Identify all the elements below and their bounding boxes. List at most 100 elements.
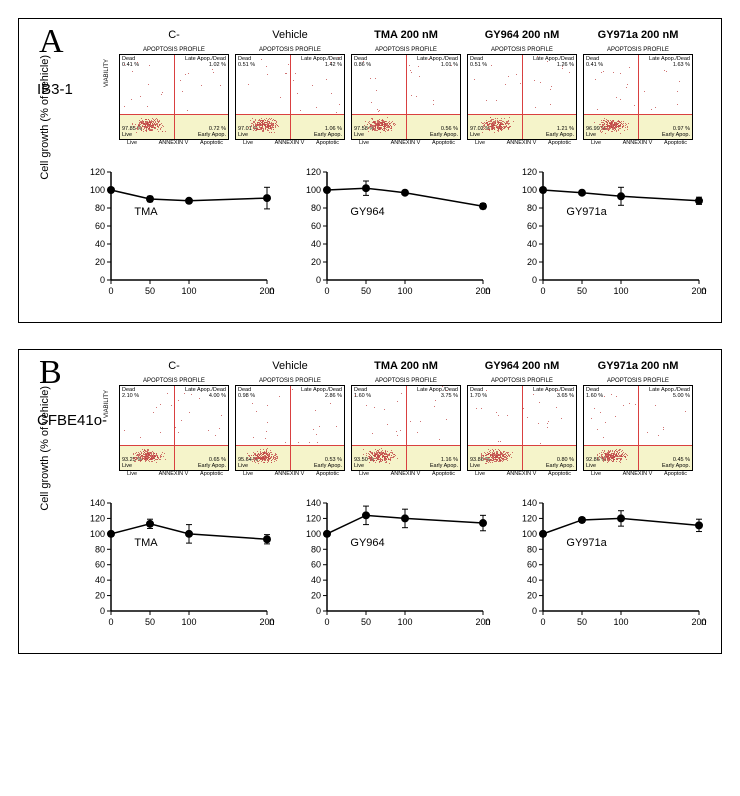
series-label: GY971a: [566, 537, 607, 549]
facs-crosshair-v: [638, 55, 639, 139]
facs-y-axis-title: VIABILITY: [104, 390, 110, 418]
quadrant-late-label: Late Apop./Dead2.86 %: [301, 387, 342, 399]
facs-cluster: [474, 445, 519, 467]
facs-x-apoptotic: Apoptotic: [656, 471, 693, 477]
chart-marker: [617, 514, 625, 522]
y-tick-label: 80: [95, 203, 105, 213]
y-tick-label: 140: [306, 498, 321, 508]
quadrant-late-label: Late Apop./Dead5.00 %: [649, 387, 690, 399]
facs-x-axis-segment: LiveANNEXIN VApoptotic: [119, 140, 229, 146]
facs-crosshair-v: [406, 386, 407, 470]
series-label: GY964: [350, 206, 384, 218]
chart-marker: [617, 192, 625, 200]
facs-x-live: Live: [235, 471, 271, 477]
chart-marker: [578, 189, 586, 197]
facs-condition-header: GY971a 200 nM: [583, 360, 693, 376]
facs-x-annexin: ANNEXIN V: [271, 471, 307, 477]
facs-quadrant-plot: Dead0.51 %Late Apop./Dead1.42 %97.01 %Li…: [235, 54, 345, 140]
linechart-row: Cell growth (% of vehicle)02040608010012…: [27, 164, 713, 308]
facs-x-apoptotic: Apoptotic: [656, 140, 693, 146]
quadrant-early-label: 0.56 %Early Apop.: [430, 126, 458, 138]
chart-marker: [107, 186, 115, 194]
quadrant-dead-label: Dead2.10 %: [122, 387, 139, 399]
quadrant-early-label: 0.80 %Early Apop.: [546, 457, 574, 469]
facs-x-axis-segment: LiveANNEXIN VApoptotic: [235, 140, 345, 146]
facs-condition-header: C-: [119, 29, 229, 45]
series-label: GY971a: [566, 206, 607, 218]
facs-y-axis-title: VIABILITY: [104, 59, 110, 87]
facs-cell: C-APOPTOSIS PROFILEDead0.41 %Late Apop./…: [119, 29, 229, 140]
facs-cluster: [590, 445, 635, 467]
chart-marker: [146, 195, 154, 203]
y-tick-label: 60: [527, 221, 537, 231]
panel-letter: B: [39, 354, 62, 392]
chart-marker: [323, 530, 331, 538]
quadrant-dead-label: Dead1.60 %: [586, 387, 603, 399]
chart-marker: [362, 511, 370, 519]
y-tick-label: 120: [306, 167, 321, 177]
x-unit-label: nM: [269, 286, 275, 297]
facs-x-live: Live: [119, 471, 155, 477]
series-label: TMA: [134, 537, 158, 549]
x-tick-label: 50: [577, 286, 587, 296]
facs-x-annexin: ANNEXIN V: [387, 140, 423, 146]
facs-x-apoptotic: Apoptotic: [308, 471, 345, 477]
facs-cell: TMA 200 nMAPOPTOSIS PROFILEDead0.86 %Lat…: [351, 29, 461, 140]
chart-container: 020406080100120140050100200TMAnM: [69, 495, 275, 639]
x-tick-label: 50: [361, 286, 371, 296]
facs-profile-title: APOPTOSIS PROFILE: [235, 47, 345, 53]
linechart-cell: Cell growth (% of vehicle)02040608010012…: [69, 495, 275, 639]
y-tick-label: 120: [90, 513, 105, 523]
facs-x-axis-segment: LiveANNEXIN VApoptotic: [119, 471, 229, 477]
chart-marker: [695, 197, 703, 205]
figure-panel: AIB3-1C-APOPTOSIS PROFILEDead0.41 %Late …: [18, 18, 722, 323]
facs-cell: GY964 200 nMAPOPTOSIS PROFILEDead0.51 %L…: [467, 29, 577, 140]
facs-condition-header: Vehicle: [235, 360, 345, 376]
chart-marker: [107, 530, 115, 538]
chart-container: 020406080100120140050100200GY971anM: [501, 495, 707, 639]
facs-profile-title: APOPTOSIS PROFILE: [583, 378, 693, 384]
facs-row: C-APOPTOSIS PROFILEDead2.10 %Late Apop./…: [119, 360, 713, 471]
quadrant-early-label: 1.21 %Early Apop.: [546, 126, 574, 138]
facs-quadrant-plot: Dead2.10 %Late Apop./Dead4.00 %93.25 %Li…: [119, 385, 229, 471]
y-tick-label: 80: [527, 203, 537, 213]
quadrant-early-label: 0.45 %Early Apop.: [662, 457, 690, 469]
x-tick-label: 0: [108, 617, 113, 627]
facs-x-live: Live: [467, 140, 503, 146]
quadrant-late-label: Late Apop./Dead1.01 %: [417, 56, 458, 68]
panel-letter: A: [39, 23, 64, 61]
facs-quadrant-plot: Dead1.60 %Late Apop./Dead5.00 %92.86 %Li…: [583, 385, 693, 471]
x-unit-label: nM: [485, 286, 491, 297]
y-tick-label: 40: [527, 239, 537, 249]
linechart-cell: 020406080100120140050100200GY971anM: [501, 495, 707, 639]
facs-x-annexin: ANNEXIN V: [271, 140, 307, 146]
chart-marker: [263, 194, 271, 202]
linechart-cell: Cell growth (% of vehicle)02040608010012…: [69, 164, 275, 308]
facs-cluster: [590, 114, 635, 136]
facs-crosshair-v: [290, 55, 291, 139]
facs-quadrant-plot: Dead0.98 %Late Apop./Dead2.86 %95.64 %Li…: [235, 385, 345, 471]
facs-x-annexin: ANNEXIN V: [155, 471, 191, 477]
quadrant-dead-label: Dead1.70 %: [470, 387, 487, 399]
linechart-cell: 020406080100120140050100200GY964nM: [285, 495, 491, 639]
chart-marker: [185, 530, 193, 538]
growth-chart: 020406080100120140050100200GY971anM: [501, 495, 707, 639]
x-tick-label: 0: [324, 617, 329, 627]
x-unit-label: nM: [485, 617, 491, 628]
facs-cluster: [358, 445, 403, 467]
y-tick-label: 40: [95, 575, 105, 585]
y-tick-label: 100: [522, 529, 537, 539]
facs-cell: VehicleAPOPTOSIS PROFILEDead0.98 %Late A…: [235, 360, 345, 471]
facs-crosshair-v: [522, 55, 523, 139]
x-tick-label: 100: [397, 617, 412, 627]
facs-x-live: Live: [235, 140, 271, 146]
y-tick-label: 120: [522, 513, 537, 523]
quadrant-early-label: 0.53 %Early Apop.: [314, 457, 342, 469]
y-tick-label: 120: [522, 167, 537, 177]
quadrant-late-label: Late Apop./Dead1.42 %: [301, 56, 342, 68]
y-tick-label: 0: [100, 275, 105, 285]
chart-marker: [401, 514, 409, 522]
facs-x-axis-labels: LiveANNEXIN VApoptoticLiveANNEXIN VApopt…: [119, 471, 713, 477]
quadrant-early-label: 0.65 %Early Apop.: [198, 457, 226, 469]
facs-quadrant-plot: Dead0.41 %Late Apop./Dead1.02 %97.85 %Li…: [119, 54, 229, 140]
